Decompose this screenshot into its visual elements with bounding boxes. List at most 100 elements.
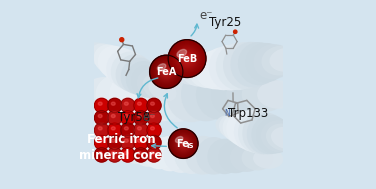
- Ellipse shape: [254, 149, 283, 168]
- Ellipse shape: [106, 116, 136, 146]
- Ellipse shape: [138, 70, 168, 98]
- Ellipse shape: [96, 112, 126, 144]
- Ellipse shape: [111, 139, 115, 142]
- Circle shape: [133, 111, 148, 125]
- Circle shape: [162, 68, 170, 76]
- Circle shape: [181, 53, 193, 64]
- Ellipse shape: [138, 114, 141, 118]
- Circle shape: [180, 141, 186, 147]
- Text: Tyr25: Tyr25: [209, 16, 241, 29]
- Ellipse shape: [122, 127, 147, 145]
- Ellipse shape: [111, 102, 115, 105]
- Circle shape: [168, 129, 198, 158]
- Ellipse shape: [272, 128, 303, 149]
- Circle shape: [169, 41, 205, 77]
- Circle shape: [177, 137, 190, 150]
- Ellipse shape: [138, 68, 187, 121]
- Ellipse shape: [138, 102, 141, 105]
- Circle shape: [174, 134, 193, 153]
- Ellipse shape: [98, 127, 102, 130]
- Ellipse shape: [116, 55, 151, 91]
- Circle shape: [179, 51, 195, 66]
- Ellipse shape: [92, 111, 122, 143]
- Circle shape: [174, 135, 192, 153]
- Ellipse shape: [107, 50, 141, 85]
- Ellipse shape: [98, 151, 102, 155]
- Ellipse shape: [77, 112, 102, 130]
- Circle shape: [165, 71, 167, 73]
- Circle shape: [133, 148, 148, 162]
- FancyArrowPatch shape: [137, 78, 158, 98]
- Circle shape: [153, 59, 180, 85]
- Ellipse shape: [99, 46, 130, 78]
- Ellipse shape: [231, 43, 272, 87]
- Ellipse shape: [154, 136, 187, 171]
- Circle shape: [170, 130, 197, 157]
- Ellipse shape: [197, 138, 230, 174]
- Circle shape: [174, 45, 200, 72]
- Ellipse shape: [123, 140, 153, 163]
- Text: IS: IS: [186, 143, 194, 149]
- Ellipse shape: [220, 114, 253, 140]
- Ellipse shape: [138, 139, 141, 142]
- Circle shape: [178, 139, 188, 149]
- Circle shape: [156, 62, 176, 82]
- Circle shape: [94, 123, 109, 137]
- Ellipse shape: [150, 127, 155, 130]
- Ellipse shape: [190, 54, 227, 88]
- Circle shape: [108, 135, 122, 150]
- Ellipse shape: [167, 68, 216, 121]
- Ellipse shape: [150, 114, 155, 118]
- Ellipse shape: [149, 79, 176, 101]
- Ellipse shape: [124, 139, 128, 142]
- Text: Fe: Fe: [176, 139, 189, 149]
- Circle shape: [170, 42, 204, 76]
- Circle shape: [121, 111, 135, 125]
- Ellipse shape: [152, 68, 202, 121]
- FancyArrowPatch shape: [152, 144, 166, 148]
- Circle shape: [184, 56, 190, 61]
- Ellipse shape: [91, 44, 119, 69]
- Ellipse shape: [138, 127, 141, 130]
- Circle shape: [182, 142, 185, 145]
- Ellipse shape: [124, 70, 172, 119]
- Ellipse shape: [243, 78, 286, 111]
- Ellipse shape: [267, 124, 300, 150]
- Ellipse shape: [183, 57, 220, 86]
- Ellipse shape: [138, 151, 141, 155]
- FancyArrowPatch shape: [191, 24, 199, 36]
- Ellipse shape: [124, 114, 128, 118]
- Ellipse shape: [121, 58, 156, 94]
- Circle shape: [168, 40, 206, 77]
- Circle shape: [179, 139, 188, 148]
- Circle shape: [108, 98, 122, 113]
- Ellipse shape: [99, 113, 129, 146]
- Text: FeA: FeA: [156, 67, 176, 77]
- Ellipse shape: [257, 118, 293, 153]
- Text: Tyr58: Tyr58: [118, 111, 150, 124]
- Ellipse shape: [133, 139, 164, 166]
- Ellipse shape: [227, 75, 272, 114]
- Circle shape: [169, 130, 197, 158]
- Circle shape: [147, 111, 161, 125]
- Ellipse shape: [209, 46, 251, 90]
- Ellipse shape: [224, 43, 265, 88]
- Circle shape: [173, 133, 194, 154]
- Ellipse shape: [196, 51, 235, 89]
- Ellipse shape: [111, 114, 115, 118]
- Ellipse shape: [231, 144, 262, 171]
- Ellipse shape: [177, 61, 212, 84]
- Circle shape: [121, 98, 135, 113]
- Ellipse shape: [124, 102, 128, 105]
- Circle shape: [147, 135, 161, 150]
- Circle shape: [161, 66, 172, 78]
- Ellipse shape: [150, 151, 155, 155]
- Circle shape: [154, 59, 179, 84]
- Circle shape: [177, 48, 197, 69]
- Circle shape: [160, 65, 173, 78]
- Circle shape: [133, 135, 148, 150]
- Circle shape: [94, 98, 109, 113]
- Ellipse shape: [227, 112, 263, 146]
- Ellipse shape: [82, 78, 126, 111]
- Circle shape: [171, 132, 195, 155]
